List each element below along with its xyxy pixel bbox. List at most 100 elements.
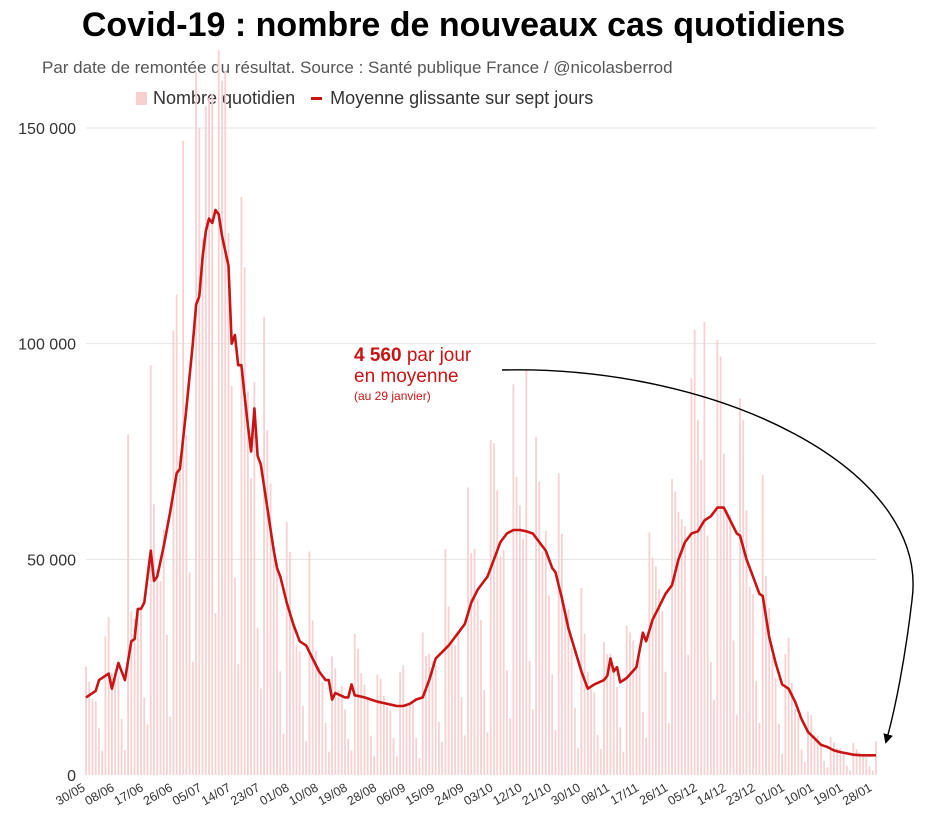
daily-bar bbox=[677, 511, 680, 775]
daily-bar bbox=[551, 674, 554, 775]
daily-bar bbox=[596, 734, 599, 775]
daily-bar bbox=[525, 369, 528, 775]
daily-bar bbox=[493, 443, 495, 775]
annotation-average: en moyenne bbox=[354, 365, 459, 387]
daily-bar bbox=[295, 645, 298, 775]
daily-bar bbox=[327, 751, 330, 775]
daily-bar bbox=[580, 587, 583, 775]
daily-bar bbox=[234, 577, 236, 775]
daily-bar bbox=[674, 491, 677, 775]
daily-bar bbox=[535, 436, 537, 775]
y-tick-label: 50 000 bbox=[27, 552, 76, 569]
daily-bar bbox=[130, 611, 133, 775]
daily-bar bbox=[544, 530, 547, 775]
annotation-date: (au 29 janvier) bbox=[354, 388, 431, 403]
daily-bar bbox=[771, 656, 774, 775]
daily-bar bbox=[311, 620, 314, 775]
daily-bar bbox=[765, 576, 767, 775]
daily-bar bbox=[460, 697, 463, 775]
x-tick-label: 10/08 bbox=[287, 780, 321, 808]
daily-bar bbox=[603, 642, 605, 775]
daily-bar bbox=[512, 384, 515, 775]
daily-bar bbox=[564, 616, 567, 775]
daily-bar bbox=[638, 658, 641, 775]
daily-bar bbox=[506, 670, 508, 775]
daily-bar bbox=[259, 688, 262, 775]
legend-item-line[interactable]: Moyenne glissante sur sept jours bbox=[311, 88, 593, 109]
daily-bar bbox=[518, 505, 521, 775]
daily-bar bbox=[790, 682, 793, 775]
daily-bar bbox=[467, 487, 469, 775]
daily-bar bbox=[761, 474, 764, 775]
daily-bar bbox=[480, 619, 482, 775]
daily-bar bbox=[318, 666, 321, 775]
x-tick-label: 28/01 bbox=[840, 780, 874, 808]
daily-bar bbox=[133, 618, 136, 775]
daily-bar bbox=[353, 633, 356, 775]
daily-bar bbox=[839, 748, 842, 775]
daily-bar bbox=[324, 722, 327, 775]
daily-bar bbox=[641, 711, 644, 775]
daily-bar bbox=[810, 715, 813, 775]
daily-bar bbox=[716, 340, 719, 775]
daily-bar bbox=[609, 653, 612, 775]
daily-bar bbox=[486, 732, 489, 775]
daily-bar bbox=[807, 711, 809, 775]
daily-bar bbox=[166, 634, 168, 775]
daily-bar bbox=[557, 473, 560, 775]
daily-bar bbox=[509, 718, 512, 775]
daily-bar bbox=[774, 678, 777, 775]
x-tick-label: 05/07 bbox=[170, 780, 204, 808]
daily-bar bbox=[593, 692, 596, 775]
daily-bar bbox=[370, 735, 372, 775]
daily-bar bbox=[476, 599, 479, 775]
x-tick-label: 08/06 bbox=[83, 780, 117, 808]
daily-bar bbox=[117, 675, 120, 775]
daily-bar bbox=[399, 672, 401, 775]
daily-bar bbox=[172, 330, 175, 775]
daily-bar bbox=[797, 715, 800, 775]
daily-bar bbox=[182, 140, 185, 775]
daily-bar bbox=[434, 665, 437, 775]
daily-bar bbox=[418, 758, 421, 775]
daily-bar bbox=[204, 106, 207, 775]
daily-bar bbox=[820, 745, 822, 775]
daily-bar bbox=[179, 455, 181, 775]
daily-bar bbox=[376, 674, 379, 775]
daily-bar bbox=[590, 688, 592, 775]
legend-item-bars[interactable]: Nombre quotidien bbox=[136, 88, 295, 109]
y-tick-label: 100 000 bbox=[18, 337, 76, 354]
daily-bar bbox=[340, 685, 343, 775]
daily-bar bbox=[392, 738, 395, 775]
daily-bar bbox=[784, 653, 787, 775]
daily-bar bbox=[739, 398, 741, 775]
x-tick-label: 17/06 bbox=[112, 780, 146, 808]
daily-bar bbox=[243, 267, 246, 775]
average-annotation: 4 560 par jour en moyenne (au 29 janvier… bbox=[354, 345, 471, 403]
daily-bar bbox=[709, 662, 712, 775]
daily-bar bbox=[865, 757, 868, 775]
daily-bar bbox=[253, 382, 256, 775]
daily-bar bbox=[266, 430, 269, 775]
x-tick-label: 30/10 bbox=[549, 780, 583, 808]
x-tick-label: 26/06 bbox=[141, 780, 175, 808]
daily-bar bbox=[496, 490, 499, 775]
daily-bar bbox=[412, 703, 414, 775]
daily-bar bbox=[169, 716, 172, 775]
daily-bar bbox=[803, 762, 806, 775]
daily-bar bbox=[373, 756, 376, 775]
x-tick-label: 28/08 bbox=[345, 780, 379, 808]
daily-bar bbox=[671, 479, 673, 775]
daily-bar bbox=[195, 72, 197, 775]
daily-bar bbox=[389, 710, 392, 775]
x-tick-label: 15/09 bbox=[403, 780, 437, 808]
daily-bar bbox=[693, 329, 696, 775]
daily-bar bbox=[221, 80, 223, 776]
daily-bar bbox=[489, 440, 492, 775]
daily-bar bbox=[363, 684, 366, 775]
x-tick-label: 26/11 bbox=[637, 780, 670, 807]
daily-bar bbox=[528, 661, 531, 775]
daily-bar bbox=[279, 671, 282, 775]
daily-bar bbox=[198, 128, 201, 775]
daily-bar bbox=[88, 681, 91, 775]
